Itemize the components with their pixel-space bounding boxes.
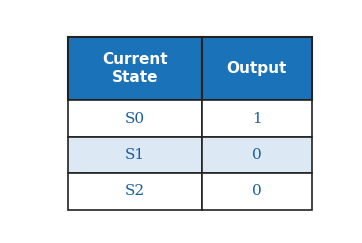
Text: Output: Output xyxy=(227,61,287,76)
Text: Current
State: Current State xyxy=(102,52,168,85)
Text: 1: 1 xyxy=(252,112,262,125)
Bar xyxy=(202,137,312,173)
Text: S2: S2 xyxy=(125,184,145,199)
Text: 0: 0 xyxy=(252,148,262,162)
Bar xyxy=(68,173,202,210)
Bar xyxy=(202,100,312,137)
Bar xyxy=(202,37,312,100)
Text: 0: 0 xyxy=(252,184,262,199)
Bar xyxy=(68,100,202,137)
Text: S1: S1 xyxy=(125,148,145,162)
Bar xyxy=(68,37,202,100)
Text: S0: S0 xyxy=(125,112,145,125)
Bar xyxy=(68,137,202,173)
Bar xyxy=(202,173,312,210)
